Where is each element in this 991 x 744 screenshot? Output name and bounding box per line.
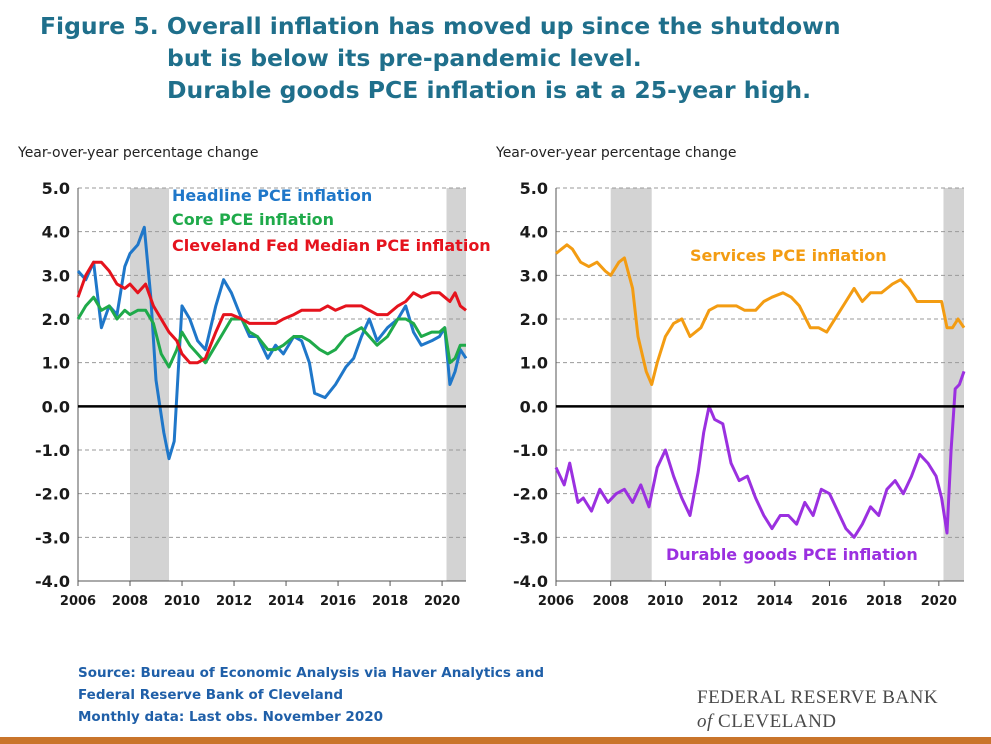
right-y-tick-label: -4.0 [513,572,548,591]
left-y-tick-label: 4.0 [42,223,70,242]
left-series-label-2: Cleveland Fed Median PCE inflation [172,236,491,255]
left-y-tick-label: -4.0 [35,572,70,591]
right-y-tick-label: 2.0 [520,310,548,329]
right-y-tick-label: -1.0 [513,441,548,460]
title-line-1: Figure 5. Overall inflation has moved up… [40,12,841,40]
left-series-label-0: Headline PCE inflation [172,186,372,205]
left-series-label-1: Core PCE inflation [172,210,334,229]
right-series-line-1 [554,370,966,539]
right-recession-band-0 [610,188,652,581]
right-x-tick-label: 2012 [702,594,738,609]
right-x-tick-label: 2008 [593,594,629,609]
left-x-tick-label: 2012 [216,594,252,609]
left-y-tick-label: -3.0 [35,528,70,547]
left-x-tick-label: 2014 [268,594,304,609]
left-y-tick-label: 3.0 [42,266,70,285]
left-series-line-2 [76,260,467,365]
logo-line-1: FEDERAL RESERVE BANK [697,687,939,708]
bottom-accent-bar [0,737,991,744]
left-y-tick-label: 2.0 [42,310,70,329]
left-y-tick-label: 1.0 [42,354,70,373]
right-x-tick-label: 2018 [866,594,902,609]
right-y-tick-label: 1.0 [520,354,548,373]
left-x-tick-label: 2020 [424,594,460,609]
right-x-tick-label: 2016 [811,594,847,609]
logo-of: of [697,711,713,732]
right-x-tick-label: 2014 [757,594,793,609]
right-y-tick-label: 4.0 [520,223,548,242]
right-x-tick-label: 2006 [538,594,574,609]
right-y-tick-label: -2.0 [513,485,548,504]
left-x-tick-label: 2008 [112,594,148,609]
figure-title: Figure 5. Overall inflation has moved up… [40,10,841,106]
source-note: Source: Bureau of Economic Analysis via … [78,662,544,728]
left-x-tick-label: 2006 [60,594,96,609]
right-series-label-0: Services PCE inflation [690,246,887,265]
frb-cleveland-logo: FEDERAL RESERVE BANK of CLEVELAND [697,686,938,734]
title-line-3: Durable goods PCE inflation is at a 25-y… [167,76,812,104]
left-x-tick-label: 2010 [164,594,200,609]
left-y-tick-label: -1.0 [35,441,70,460]
right-y-tick-label: 0.0 [520,397,548,416]
left-x-tick-label: 2016 [320,594,356,609]
left-y-tick-label: 5.0 [42,179,70,198]
data-note: Monthly data: Last obs. November 2020 [78,709,383,725]
left-series-line-1 [76,295,466,369]
right-series-line-0 [555,243,966,386]
charts-canvas: 5.0 4.0 3.0 2.0 1.0 0.0 -1.0 -2.0 -3.0 -4.0 2006 20… [35,179,966,609]
right-x-tick-label: 2020 [921,594,957,609]
left-chart-y-axis-label: Year-over-year percentage change [18,145,259,161]
left-x-tick-label: 2018 [372,594,408,609]
right-x-tick-label: 2010 [647,594,683,609]
right-y-tick-label: 3.0 [520,266,548,285]
right-y-tick-label: 5.0 [520,179,548,198]
source-line-1: Source: Bureau of Economic Analysis via … [78,665,545,681]
right-series-label-1: Durable goods PCE inflation [666,545,918,564]
left-y-tick-label: -2.0 [35,485,70,504]
right-chart-y-axis-label: Year-over-year percentage change [496,145,737,161]
logo-line-2: CLEVELAND [718,711,837,732]
title-line-2: but is below its pre-pandemic level. [167,44,642,72]
left-y-tick-label: 0.0 [42,397,70,416]
right-y-tick-label: -3.0 [513,528,548,547]
left-recession-band-1 [446,188,466,581]
left-recession-band-0 [130,188,170,581]
source-line-2: Federal Reserve Bank of Cleveland [78,687,343,703]
